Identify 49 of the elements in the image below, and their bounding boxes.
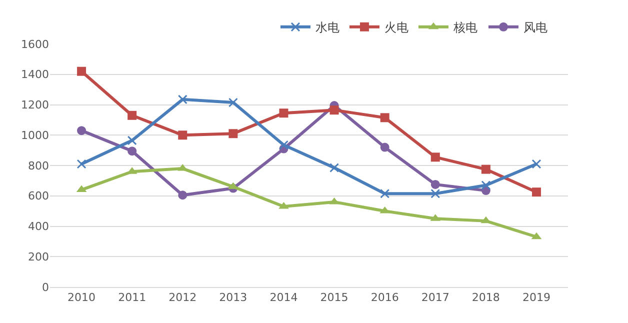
point	[532, 159, 542, 169]
point	[532, 188, 541, 197]
x-tick-label: 2017	[421, 291, 450, 304]
x-tick-label: 2019	[522, 291, 550, 304]
point	[481, 180, 491, 190]
legend-label: 水电	[315, 20, 340, 35]
x-tick-label: 2011	[118, 291, 146, 304]
point	[430, 152, 440, 162]
x-tick-label: 2013	[219, 291, 248, 304]
point	[380, 188, 390, 198]
point	[329, 197, 340, 204]
point	[380, 142, 390, 152]
point	[279, 108, 288, 118]
y-tick-label: 1600	[21, 38, 49, 51]
point	[178, 190, 188, 200]
x-tick-label: 2018	[472, 291, 500, 304]
point	[228, 129, 238, 138]
y-tick-label: 800	[28, 159, 49, 172]
y-tick-label: 200	[28, 250, 49, 264]
point	[430, 188, 440, 198]
point	[228, 98, 238, 108]
x-tick-label: 2014	[270, 291, 298, 304]
x-tick-label: 2012	[168, 291, 197, 304]
y-tick-label: 1200	[21, 98, 49, 112]
point	[430, 180, 440, 189]
y-tick-label: 1400	[21, 68, 49, 82]
point	[330, 106, 339, 115]
point	[128, 146, 137, 156]
point	[127, 136, 137, 146]
legend-label: 风电	[523, 20, 548, 35]
y-tick-label: 400	[28, 220, 49, 234]
y-tick-label: 0	[42, 280, 49, 294]
point	[178, 94, 188, 104]
legend-label: 火电	[384, 20, 408, 35]
point	[380, 113, 390, 122]
y-tick-label: 1000	[21, 128, 49, 142]
point	[128, 110, 137, 120]
point	[330, 163, 340, 173]
point	[77, 126, 86, 136]
x-tick-label: 2015	[320, 291, 348, 304]
point	[481, 164, 490, 174]
x-tick-label: 2010	[68, 291, 96, 304]
point	[77, 66, 86, 76]
legend-label: 核电	[452, 20, 478, 35]
y-tick-label: 600	[28, 190, 49, 203]
point	[76, 159, 86, 169]
point	[278, 140, 288, 150]
point	[178, 130, 188, 140]
x-tick-label: 2016	[370, 291, 399, 304]
